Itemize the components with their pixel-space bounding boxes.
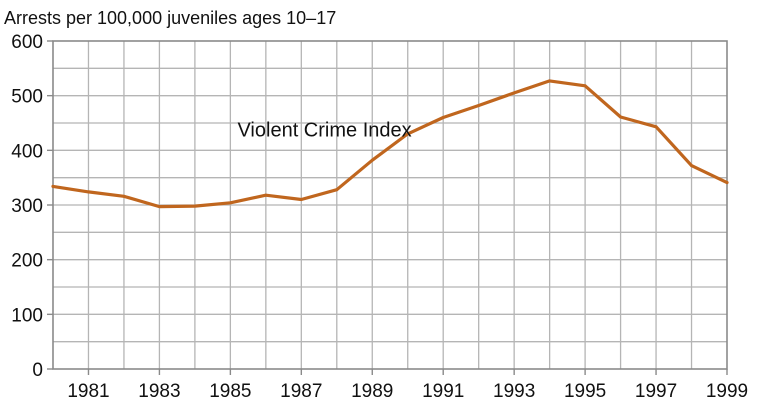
y-tick-labels: 0 100 200 300 400 500 600 <box>11 32 53 381</box>
x-tick-label: 1999 <box>706 381 748 402</box>
x-tick-label: 1983 <box>138 381 180 402</box>
series-label: Violent Crime Index <box>237 120 411 142</box>
data-point <box>193 204 197 208</box>
x-tick-label: 1991 <box>422 381 464 402</box>
data-point <box>477 104 481 107</box>
data-point <box>122 194 126 198</box>
y-tick-label: 100 <box>11 305 43 326</box>
data-point <box>158 205 161 209</box>
data-point <box>548 79 552 83</box>
x-tick-label: 1987 <box>280 381 322 402</box>
data-point <box>441 116 445 119</box>
y-tick-label: 300 <box>11 196 43 217</box>
x-tick-label: 1981 <box>67 381 109 402</box>
data-point <box>299 198 303 201</box>
data-point <box>406 132 410 136</box>
x-tick-label: 1985 <box>209 381 251 402</box>
annotation-layer: Violent Crime Index <box>237 120 411 142</box>
x-tick-label: 1989 <box>351 381 393 402</box>
series-layer <box>51 79 729 209</box>
data-point <box>228 201 232 205</box>
data-point <box>512 91 516 95</box>
y-tick-label: 200 <box>11 251 43 272</box>
data-point <box>370 158 374 162</box>
y-tick-label: 500 <box>11 87 43 108</box>
grid-lines <box>53 41 727 369</box>
data-point <box>87 190 90 194</box>
data-point <box>619 115 622 119</box>
x-tick-label: 1993 <box>493 381 535 402</box>
data-point <box>51 185 55 188</box>
data-point <box>690 164 693 168</box>
y-tick-label: 0 <box>32 360 43 381</box>
x-tick-labels: 1981 1983 1985 1987 1989 1991 1993 1995 1997 1999 <box>67 369 748 402</box>
data-point <box>583 84 587 88</box>
series-line <box>51 79 729 209</box>
y-tick-label: 400 <box>11 141 43 162</box>
data-point <box>335 188 339 192</box>
data-point <box>654 125 658 129</box>
data-point <box>725 181 729 184</box>
y-axis-label: Arrests per 100,000 juveniles ages 10–17 <box>4 8 336 28</box>
y-tick-label: 600 <box>11 32 43 53</box>
x-tick-label: 1995 <box>564 381 606 402</box>
x-tick-label: 1997 <box>635 381 677 402</box>
data-point <box>264 193 268 197</box>
